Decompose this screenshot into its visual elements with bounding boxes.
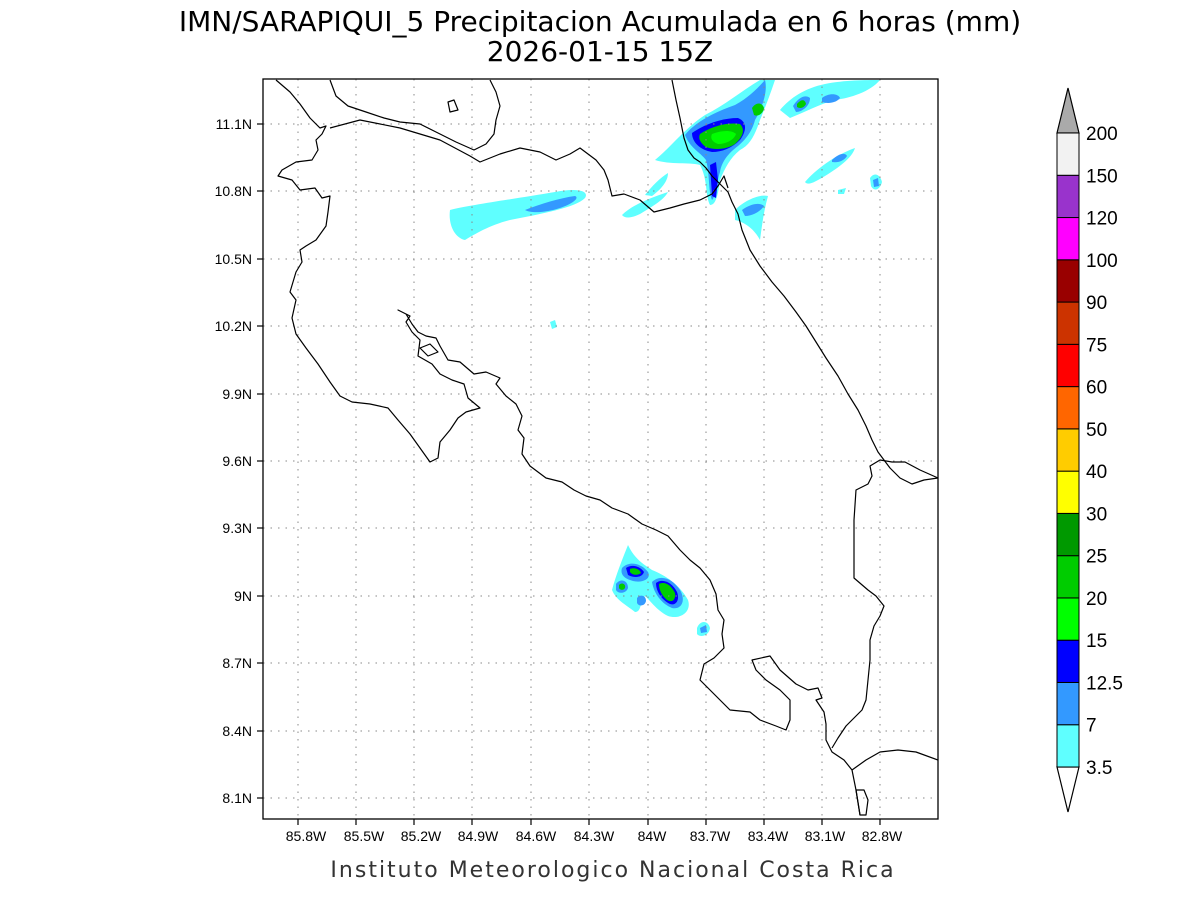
costarica-panama-border xyxy=(831,459,938,749)
colorbar-swatch xyxy=(1056,470,1080,514)
lake-outline xyxy=(447,99,459,113)
y-tick-label: 8.4N xyxy=(222,723,252,739)
y-tick-label: 9N xyxy=(234,588,252,604)
y-tick-label: 10.2N xyxy=(215,318,252,334)
colorbar-legend: 3.5 7 12.5 15 20 25 30 40 50 60 75 90 100 120 150 200 xyxy=(1056,87,1123,813)
precip-cell-ne-small-green xyxy=(752,103,764,116)
colorbar-label: 7 xyxy=(1086,716,1097,737)
peninsula-inlet-outline xyxy=(419,343,439,357)
colorbar-label: 20 xyxy=(1086,589,1107,610)
precip-cell-north-band-outer xyxy=(449,190,586,240)
x-tick-label: 84.9W xyxy=(458,828,499,844)
graticule xyxy=(263,79,938,819)
colorbar-label: 3.5 xyxy=(1086,758,1112,779)
x-tick-label: 85.8W xyxy=(286,828,327,844)
caribbean-coastline xyxy=(671,79,938,485)
colorbar-labels: 3.5 7 12.5 15 20 25 30 40 50 60 75 90 100 120 150 200 xyxy=(1086,124,1123,779)
colorbar-swatch xyxy=(1056,681,1080,726)
colorbar-swatch xyxy=(1056,639,1080,683)
colorbar-swatch xyxy=(1056,259,1080,303)
y-tick-label: 8.7N xyxy=(222,655,252,671)
precip-cell-north-band-mid xyxy=(525,196,577,213)
precip-cell-south-west-green xyxy=(619,583,626,590)
colorbar-label: 75 xyxy=(1086,335,1107,356)
precip-cell-south-green xyxy=(630,568,641,575)
colorbar-label: 12.5 xyxy=(1086,673,1123,694)
colorbar-swatch xyxy=(1056,555,1080,599)
colorbar-swatch xyxy=(1056,512,1080,557)
colorbar-label: 50 xyxy=(1086,420,1107,441)
panama-pacific-coast xyxy=(851,749,938,771)
colorbar-label: 120 xyxy=(1086,209,1118,230)
precip-cell-ne-core xyxy=(711,131,736,144)
footer-credit: Instituto Meteorologico Nacional Costa R… xyxy=(330,858,895,883)
y-axis-labels: 11.1N 10.8N 10.5N 10.2N 9.9N 9.6N 9.3N 9… xyxy=(215,116,252,806)
y-tick-label: 10.8N xyxy=(215,183,252,199)
colorbar-label: 200 xyxy=(1086,124,1118,145)
colorbar-swatch xyxy=(1056,217,1080,261)
x-tick-label: 83.4W xyxy=(748,828,789,844)
colorbar-swatch xyxy=(1056,597,1080,641)
colorbar-label: 60 xyxy=(1086,378,1107,399)
x-tick-label: 82.8W xyxy=(862,828,903,844)
x-tick-label: 84.3W xyxy=(574,828,615,844)
lake-nicaragua-outline xyxy=(329,79,501,151)
precip-cell-south-small-c xyxy=(700,625,707,633)
precip-cell-far-ne-5 xyxy=(805,148,855,184)
colorbar-bottom-arrow xyxy=(1056,766,1080,813)
colorbar-top-arrow xyxy=(1056,87,1080,134)
x-tick-label: 85.2W xyxy=(401,828,442,844)
nicaragua-costarica-border xyxy=(329,119,729,213)
x-tick-label: 84.6W xyxy=(516,828,557,844)
colorbar-label: 25 xyxy=(1086,547,1107,568)
colorbar-swatch xyxy=(1056,386,1080,430)
x-axis-labels: 85.8W 85.5W 85.2W 84.9W 84.6W 84.3W 84W … xyxy=(286,828,903,844)
colorbar-swatch xyxy=(1056,343,1080,388)
y-tick-label: 11.1N xyxy=(216,116,252,132)
precipitation-fields xyxy=(449,80,882,636)
colorbar-swatch xyxy=(1056,428,1080,472)
colorbar-label: 15 xyxy=(1086,631,1107,652)
precip-cell-ne-streak-d xyxy=(742,203,764,216)
southern-tip-outline xyxy=(855,789,869,816)
coastlines-and-borders xyxy=(275,79,938,816)
y-tick-label: 9.6N xyxy=(222,453,252,469)
precip-cell-far-ne-3 xyxy=(797,100,806,108)
precip-cell-far-ne-8 xyxy=(873,178,879,187)
pacific-coastline xyxy=(275,79,861,816)
y-tick-label: 10.5N xyxy=(215,251,252,267)
precip-cell-south-small-a xyxy=(637,595,646,606)
precip-cell-south-east-green xyxy=(659,583,676,602)
colorbar-swatch xyxy=(1056,132,1080,176)
y-tick-label: 9.3N xyxy=(222,520,252,536)
x-tick-label: 83.1W xyxy=(805,828,846,844)
y-tick-label: 9.9N xyxy=(222,386,252,402)
map-subtitle-time: 2026-01-15 15Z xyxy=(487,35,713,68)
precip-cell-far-ne-6 xyxy=(832,153,847,163)
colorbar-label: 90 xyxy=(1086,293,1107,314)
map-plot-area xyxy=(263,79,938,819)
x-tick-label: 83.7W xyxy=(690,828,731,844)
colorbar-swatches xyxy=(1056,132,1080,768)
x-tick-label: 84W xyxy=(638,828,668,844)
colorbar-label: 150 xyxy=(1086,166,1118,187)
map-frame xyxy=(262,78,939,820)
colorbar-label: 30 xyxy=(1086,504,1107,525)
y-tick-label: 8.1N xyxy=(222,790,252,806)
colorbar-label: 40 xyxy=(1086,462,1107,483)
colorbar-swatch xyxy=(1056,724,1080,768)
axis-tick-marks xyxy=(257,123,881,825)
precip-cell-ne-streak-c xyxy=(735,195,768,240)
precip-cell-isolated xyxy=(550,320,557,329)
precip-cell-ne-streak-b xyxy=(645,173,668,196)
colorbar-label: 100 xyxy=(1086,251,1118,272)
x-tick-label: 85.5W xyxy=(344,828,385,844)
map-title: IMN/SARAPIQUI_5 Precipitacion Acumulada … xyxy=(179,5,1021,38)
colorbar-swatch xyxy=(1056,174,1080,219)
precip-cell-far-ne-4 xyxy=(822,94,840,103)
colorbar-swatch xyxy=(1056,301,1080,345)
